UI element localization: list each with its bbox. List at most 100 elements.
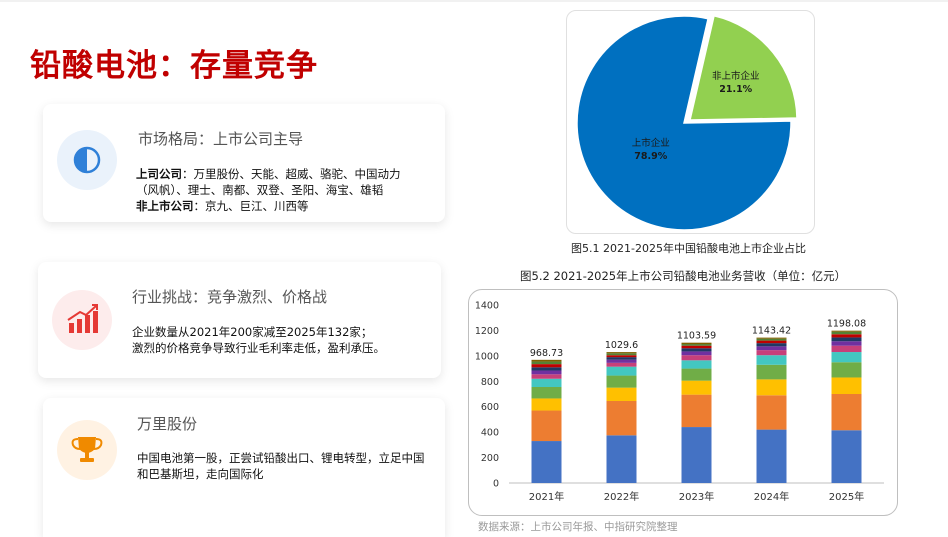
pie-label-name: 上市企业 xyxy=(632,137,670,149)
bar-total-label: 968.73 xyxy=(530,348,563,359)
bar-segment xyxy=(831,394,862,431)
icon-badge xyxy=(52,290,112,350)
y-tick-label: 200 xyxy=(481,453,499,464)
bar-segment xyxy=(531,370,562,375)
listed-text: ：万里股份、天能、超威、骆驼、中国动力 xyxy=(182,167,401,181)
y-tick-label: 400 xyxy=(481,428,499,439)
card-body: 中国电池第一股，正尝试铅酸出口、锂电转型，立足中国 和巴基斯坦，走向国际化 xyxy=(137,450,437,482)
pie-label-name: 非上市企业 xyxy=(712,70,760,82)
bar-segment xyxy=(681,342,712,345)
bar-segment xyxy=(606,375,637,388)
unlisted-label: 非上市公司 xyxy=(136,199,194,213)
y-tick-label: 1000 xyxy=(475,351,499,362)
bar-segment xyxy=(681,355,712,361)
bar-segment xyxy=(606,400,637,436)
card-body: 企业数量从2021年200家减至2025年132家； 激烈的价格竞争导致行业毛利… xyxy=(132,324,432,356)
x-tick-label: 2024年 xyxy=(754,490,789,503)
bar-segment xyxy=(531,367,562,371)
bar-total-label: 1198.08 xyxy=(827,319,866,330)
bar-segment xyxy=(756,337,787,339)
bar-total-label: 1029.6 xyxy=(605,340,638,351)
bar-total-label: 1143.42 xyxy=(752,326,791,337)
pie-chart-panel: 非上市企业 21.1% 上市企业 78.9% xyxy=(566,10,815,234)
pie-label-value: 21.1% xyxy=(719,84,752,95)
bar-segment xyxy=(531,387,562,399)
bar-segment xyxy=(606,359,637,363)
icon-badge xyxy=(57,420,117,480)
bar-chart: 0 200 400 600 800 1000 1200 1400 968.73 2021年 1029… xyxy=(475,301,884,503)
bar-segment xyxy=(831,330,862,332)
card-heading: 万里股份 xyxy=(137,415,198,433)
bar-segment xyxy=(531,398,562,411)
y-tick-label: 800 xyxy=(481,377,499,388)
bar-segment xyxy=(831,334,862,338)
bar-segment xyxy=(831,337,862,342)
bar-segment xyxy=(831,377,862,394)
y-tick-label: 600 xyxy=(481,402,499,413)
y-tick-label: 1200 xyxy=(475,326,499,337)
x-tick-label: 2025年 xyxy=(829,490,864,503)
x-tick-label: 2023年 xyxy=(679,490,714,503)
card-line-2: 激烈的价格竞争导致行业毛利率走低，盈利承压。 xyxy=(132,341,385,355)
listed-line: 上司公司：万里股份、天能、超威、骆驼、中国动力 xyxy=(136,166,436,182)
bar-segment xyxy=(606,353,637,356)
bar-segment xyxy=(831,341,862,346)
bar-total-label: 1103.59 xyxy=(677,331,716,342)
bar-segment xyxy=(831,345,862,353)
bar-segment xyxy=(756,429,787,483)
pie-chart-title: 图5.1 2021-2025年中国铅酸电池上市企业占比 xyxy=(571,242,806,255)
half-circle-icon xyxy=(73,146,101,174)
bar-segment xyxy=(831,430,862,483)
bar-segment xyxy=(606,357,637,360)
rising-bar-chart-icon xyxy=(67,304,98,333)
pie-slice-unlisted xyxy=(689,14,798,121)
bar-segment xyxy=(531,374,562,379)
top-divider xyxy=(0,0,948,2)
bar-segment xyxy=(831,362,862,378)
bar-segment xyxy=(606,352,637,354)
x-tick-label: 2022年 xyxy=(604,490,639,503)
y-tick-label: 1400 xyxy=(475,301,499,312)
x-tick-label: 2021年 xyxy=(529,490,564,503)
bar-segment xyxy=(681,345,712,349)
trophy-icon xyxy=(71,437,103,462)
card-industry-challenge: 行业挑战：竞争激烈、价格战 企业数量从2021年200家减至2025年132家；… xyxy=(38,262,441,378)
pie-label-value: 78.9% xyxy=(634,151,667,162)
bar-segment xyxy=(681,368,712,381)
card-heading: 行业挑战：竞争激烈、价格战 xyxy=(132,288,328,306)
card-body: 上司公司：万里股份、天能、超威、骆驼、中国动力 （风帆）、理士、南都、双登、圣阳… xyxy=(136,166,436,214)
bar-segment xyxy=(606,366,637,376)
pie-chart: 非上市企业 21.1% 上市企业 78.9% xyxy=(576,14,798,231)
bar-segment xyxy=(831,331,862,335)
card-heading: 市场格局：上市公司主导 xyxy=(138,130,304,148)
bar-segment xyxy=(531,361,562,365)
listed-line-2: （风帆）、理士、南都、双登、圣阳、海宝、雄韬 xyxy=(136,183,384,197)
bar-segment xyxy=(756,343,787,347)
bar-segment xyxy=(756,340,787,344)
bar-chart-panel: 0 200 400 600 800 1000 1200 1400 968.73 2021年 1029… xyxy=(468,289,898,516)
bar-segment xyxy=(681,348,712,352)
card-line-1: 中国电池第一股，正尝试铅酸出口、锂电转型，立足中国 xyxy=(137,451,425,465)
bar-segment xyxy=(681,351,712,356)
data-source: 数据来源：上市公司年报、中指研究院整理 xyxy=(478,521,678,533)
bar-segment xyxy=(531,378,562,388)
bar-segment xyxy=(531,441,562,483)
bar-segment xyxy=(531,410,562,442)
bar-segment xyxy=(606,362,637,367)
bar-segment xyxy=(681,344,712,346)
card-market-structure: 市场格局：上市公司主导 上司公司：万里股份、天能、超威、骆驼、中国动力 （风帆）… xyxy=(43,104,445,222)
bar-chart-title: 图5.2 2021-2025年上市公司铅酸电池业务营收（单位：亿元） xyxy=(520,269,847,283)
bar-segment xyxy=(756,355,787,365)
bar-segment xyxy=(756,395,787,430)
bar-segment xyxy=(681,360,712,369)
bar-segment xyxy=(756,364,787,380)
bar-segment xyxy=(531,359,562,362)
bar-segment xyxy=(756,346,787,351)
bar-segment xyxy=(756,350,787,356)
bar-segment xyxy=(606,355,637,358)
listed-label: 上司公司 xyxy=(136,167,182,181)
bar-segment xyxy=(681,380,712,395)
bar-segment xyxy=(681,427,712,483)
bar-segment xyxy=(606,435,637,483)
bar-segment xyxy=(606,387,637,401)
